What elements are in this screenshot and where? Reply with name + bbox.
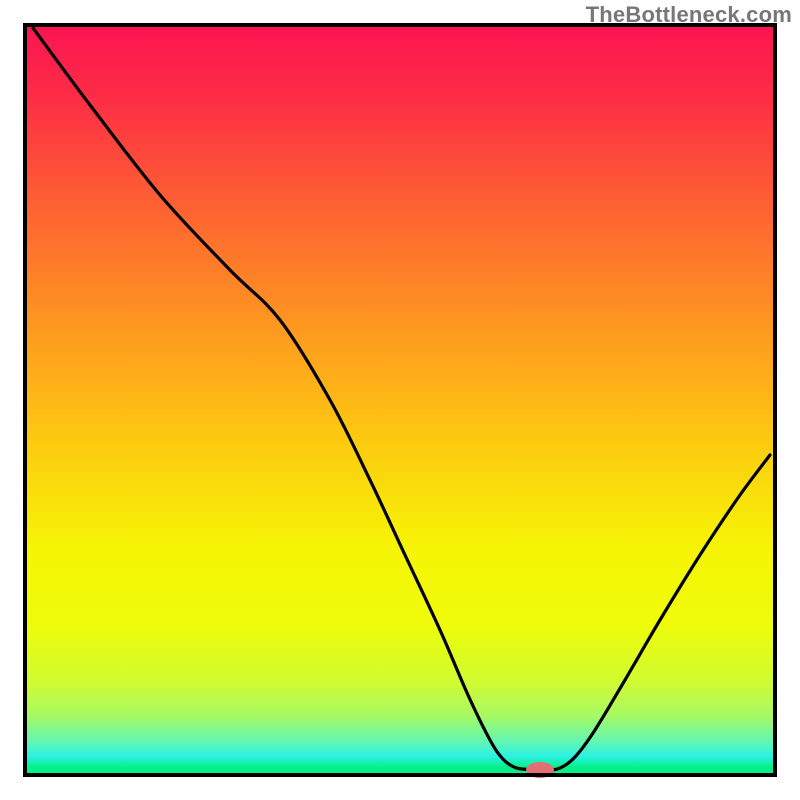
chart-frame: TheBottleneck.com bbox=[0, 0, 800, 800]
bottleneck-chart bbox=[0, 0, 800, 800]
watermark-text: TheBottleneck.com bbox=[586, 2, 792, 28]
plot-background bbox=[25, 25, 775, 775]
